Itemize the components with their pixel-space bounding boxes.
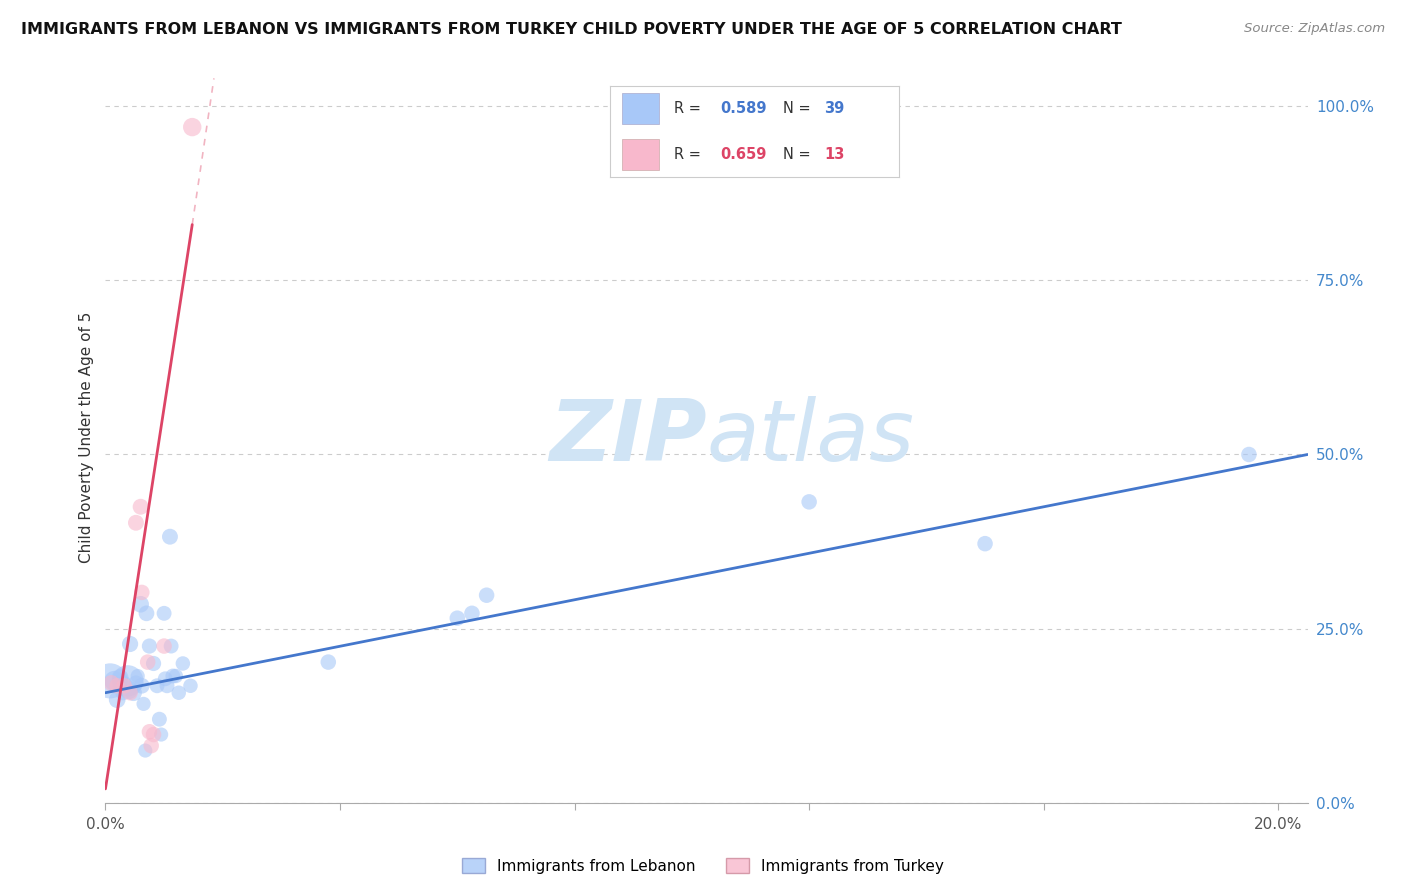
Point — [146, 679, 169, 693]
Point — [181, 120, 204, 134]
Point — [105, 692, 128, 706]
Point — [1237, 448, 1260, 462]
Point — [153, 639, 176, 653]
Point — [120, 686, 142, 700]
Legend: Immigrants from Lebanon, Immigrants from Turkey: Immigrants from Lebanon, Immigrants from… — [456, 852, 950, 880]
Point — [98, 673, 121, 688]
Point — [131, 679, 153, 693]
Text: IMMIGRANTS FROM LEBANON VS IMMIGRANTS FROM TURKEY CHILD POVERTY UNDER THE AGE OF: IMMIGRANTS FROM LEBANON VS IMMIGRANTS FR… — [21, 22, 1122, 37]
Point — [135, 607, 157, 621]
Point — [134, 743, 156, 757]
Point — [974, 536, 997, 550]
Point — [475, 588, 498, 602]
Point — [179, 679, 201, 693]
Point — [132, 697, 155, 711]
Point — [138, 724, 160, 739]
Point — [797, 495, 820, 509]
Point — [159, 530, 181, 544]
Point — [129, 597, 152, 611]
Point — [446, 611, 468, 625]
Point — [138, 639, 160, 653]
Point — [103, 673, 125, 688]
Point — [165, 669, 187, 683]
Point — [148, 712, 170, 726]
Text: Source: ZipAtlas.com: Source: ZipAtlas.com — [1244, 22, 1385, 36]
Point — [125, 676, 148, 690]
Point — [105, 679, 128, 693]
Point — [172, 657, 194, 671]
Point — [120, 637, 142, 651]
Point — [461, 607, 484, 621]
Point — [155, 672, 177, 686]
Point — [117, 673, 139, 688]
Point — [156, 679, 179, 693]
Point — [160, 639, 183, 653]
Y-axis label: Child Poverty Under the Age of 5: Child Poverty Under the Age of 5 — [79, 311, 94, 563]
Point — [316, 655, 339, 669]
Point — [122, 686, 145, 700]
Text: ZIP: ZIP — [548, 395, 707, 479]
Point — [129, 500, 152, 514]
Point — [131, 585, 153, 599]
Point — [112, 686, 135, 700]
Point — [150, 727, 173, 741]
Point — [100, 676, 122, 690]
Point — [142, 727, 165, 741]
Point — [112, 679, 135, 693]
Point — [167, 686, 190, 700]
Point — [108, 670, 131, 684]
Point — [125, 516, 148, 530]
Point — [118, 682, 141, 697]
Point — [136, 655, 159, 669]
Point — [127, 669, 149, 683]
Point — [141, 739, 163, 753]
Point — [112, 676, 135, 690]
Text: atlas: atlas — [707, 395, 914, 479]
Point — [142, 657, 165, 671]
Point — [153, 607, 176, 621]
Point — [162, 669, 184, 683]
